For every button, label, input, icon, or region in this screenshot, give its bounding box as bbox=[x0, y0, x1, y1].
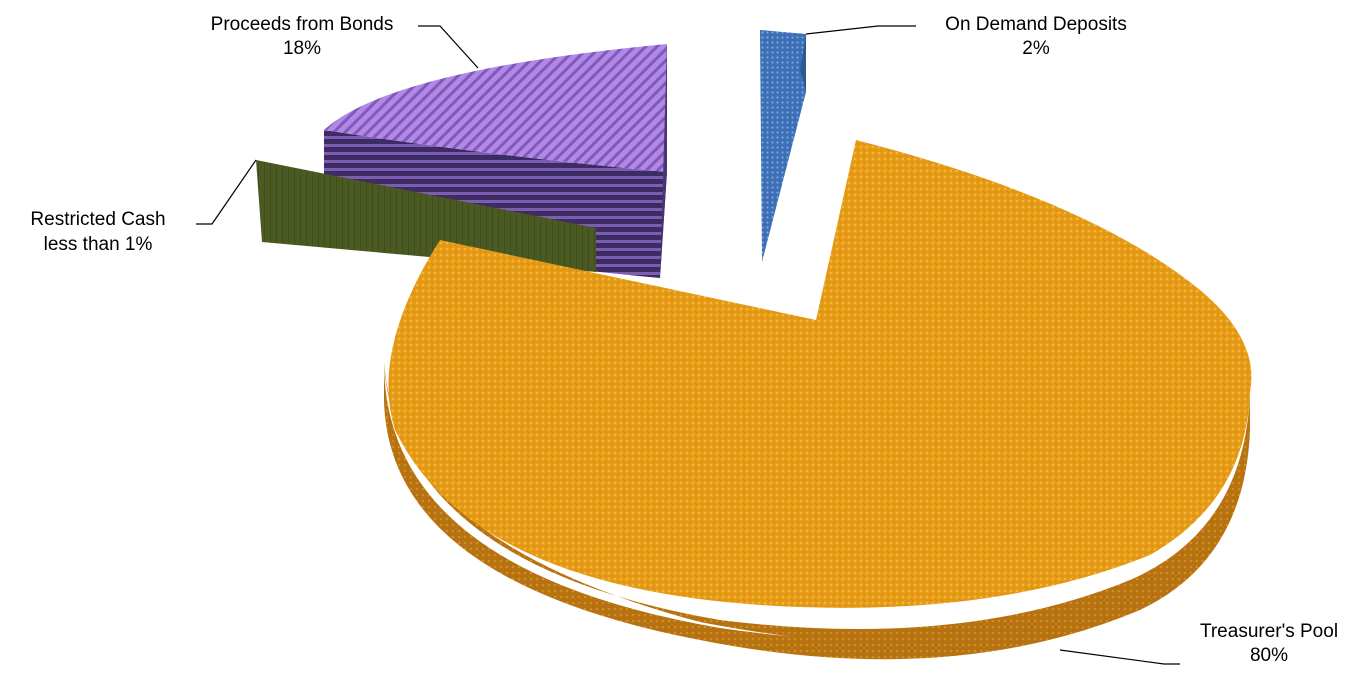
slice-on-demand-deposits bbox=[760, 30, 806, 262]
leader-lines bbox=[196, 25, 1180, 665]
label-treasurers-pool-name: Treasurer's Pool bbox=[1200, 621, 1338, 642]
data-labels: Proceeds from Bonds 18% On Demand Deposi… bbox=[30, 14, 1338, 666]
leader-restricted-cash bbox=[196, 159, 257, 225]
label-treasurers-pool-value: 80% bbox=[1250, 645, 1288, 666]
slice-treasurers-pool bbox=[384, 140, 1252, 660]
leader-treasurers-pool bbox=[1059, 649, 1180, 665]
label-on-demand-deposits-value: 2% bbox=[1022, 38, 1050, 59]
label-restricted-cash-name: Restricted Cash bbox=[30, 209, 165, 230]
leader-proceeds-from-bonds bbox=[418, 25, 479, 69]
label-restricted-cash-value: less than 1% bbox=[44, 234, 153, 255]
label-on-demand-deposits-name: On Demand Deposits bbox=[945, 14, 1127, 35]
label-proceeds-from-bonds-name: Proceeds from Bonds bbox=[211, 14, 394, 35]
leader-on-demand-deposits bbox=[805, 25, 916, 35]
label-proceeds-from-bonds-value: 18% bbox=[283, 38, 321, 59]
slice-restricted-cash bbox=[256, 160, 596, 272]
